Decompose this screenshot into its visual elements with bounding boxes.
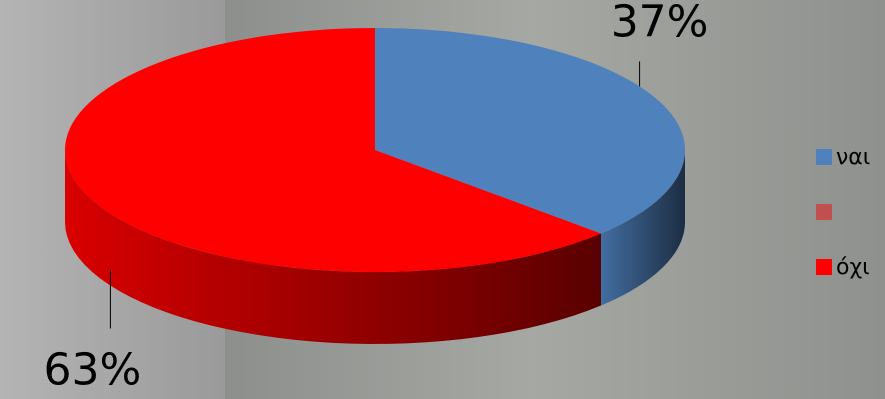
pie-side [600, 150, 685, 306]
legend-swatch [816, 149, 832, 165]
pie-slice [64, 28, 601, 272]
legend-label: όχι [836, 255, 870, 280]
data-label: 63% [44, 344, 142, 395]
legend-swatch [816, 204, 832, 220]
pie-slice [375, 28, 685, 234]
pie-side [65, 150, 601, 344]
legend-label: ναι [836, 145, 870, 170]
data-label: 37% [611, 0, 709, 47]
legend-swatch [816, 259, 832, 275]
